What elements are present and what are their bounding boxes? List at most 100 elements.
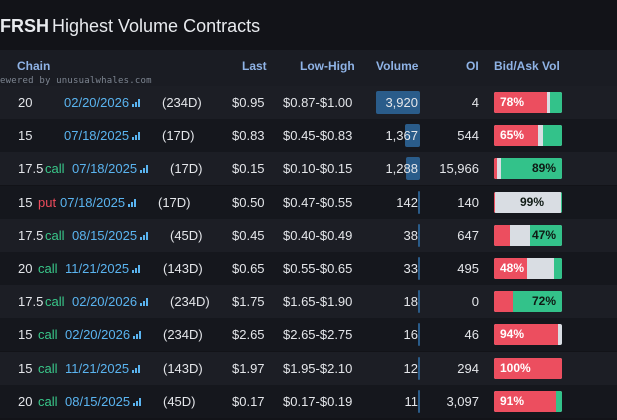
bar-chart-icon[interactable] bbox=[132, 98, 142, 107]
bar-chart-icon[interactable] bbox=[140, 164, 150, 174]
table-row[interactable]: 17.5 call 02/20/2026 (234D) $1.75 $1.65-$1.90… bbox=[0, 285, 617, 319]
bid-ask-percent: 94% bbox=[500, 327, 525, 342]
volume-bar bbox=[418, 257, 420, 280]
expiry-date[interactable]: 11/21/2025 bbox=[65, 261, 142, 276]
ask-segment bbox=[513, 291, 562, 313]
table-row[interactable]: 20 call 11/21/2025 (143D) $0.65 $0.55-$0.65 33… bbox=[0, 252, 617, 285]
table-row[interactable]: 17.5 call 07/18/2025 (17D) $0.15 $0.10-$0.15 1… bbox=[0, 152, 617, 186]
table-row[interactable]: 15 07/18/2025 (17D) $0.83 $0.45-$0.83 1,367 54… bbox=[0, 119, 617, 153]
expiry-text: 07/18/2025 bbox=[60, 194, 126, 210]
last-price: $0.15 bbox=[232, 161, 265, 177]
low-high-range: $0.87-$1.00 bbox=[283, 95, 353, 110]
expiry-text: 11/21/2025 bbox=[65, 261, 130, 276]
expiry-text: 08/15/2025 bbox=[72, 227, 138, 243]
expiry-date[interactable]: 02/20/2026 bbox=[65, 327, 143, 342]
ask-segment bbox=[530, 224, 562, 246]
table-row[interactable]: 17.5 call 08/15/2025 (45D) $0.45 $0.40-$0.49 3… bbox=[0, 218, 617, 252]
expiry-date[interactable]: 07/18/2025 bbox=[72, 161, 150, 176]
expiry-date[interactable]: 07/18/2025 bbox=[64, 128, 142, 143]
bid-ask-volume-bar: 48% bbox=[494, 258, 562, 279]
open-interest: 0 bbox=[471, 294, 479, 310]
bid-ask-volume-bar: 100% bbox=[494, 357, 562, 379]
strike-price: 17.5 bbox=[18, 227, 44, 243]
bar-chart-icon[interactable] bbox=[133, 330, 143, 340]
header-oi[interactable]: OI bbox=[466, 59, 479, 73]
volume-cell: 142 bbox=[374, 190, 420, 214]
bid-ask-percent: 89% bbox=[531, 161, 556, 176]
bid-segment bbox=[494, 224, 511, 246]
bid-ask-percent: 65% bbox=[500, 128, 525, 143]
bid-ask-percent: 78% bbox=[500, 95, 525, 109]
volume-bar bbox=[404, 124, 420, 148]
strike-price: 20 bbox=[18, 95, 33, 110]
header-chain[interactable]: Chain bbox=[17, 59, 51, 73]
table-row[interactable]: 15 put 07/18/2025 (17D) $0.50 $0.47-$0.55 142 1… bbox=[0, 185, 617, 219]
volume-value: 3,920 bbox=[385, 95, 418, 110]
volume-cell: 18 bbox=[374, 290, 420, 314]
last-price: $2.65 bbox=[232, 327, 265, 343]
volume-value: 11 bbox=[404, 393, 419, 409]
ask-segment bbox=[561, 191, 562, 213]
bid-ask-volume-bar: 78% bbox=[494, 92, 562, 113]
expiry-text: 02/20/2026 bbox=[65, 327, 131, 343]
volume-cell: 38 bbox=[374, 223, 420, 247]
volume-value: 12 bbox=[403, 360, 418, 376]
volume-bar bbox=[376, 91, 420, 114]
open-interest: 3,097 bbox=[446, 393, 479, 409]
bar-chart-icon[interactable] bbox=[132, 131, 142, 141]
open-interest: 294 bbox=[457, 360, 479, 376]
header-bid-ask-vol[interactable]: Bid/Ask Vol bbox=[494, 59, 560, 73]
option-type: put bbox=[38, 194, 57, 210]
page-title: Highest Volume Contracts bbox=[52, 16, 261, 36]
strike-price: 17.5 bbox=[18, 161, 44, 177]
bar-chart-icon[interactable] bbox=[128, 198, 138, 207]
table-row[interactable]: 20 call 08/15/2025 (45D) $0.17 $0.17-$0.19 11 3… bbox=[0, 384, 617, 418]
expiry-date[interactable]: 02/20/2026 bbox=[72, 294, 150, 309]
volume-value: 18 bbox=[403, 294, 418, 310]
title-bar: FRSH Highest Volume Contracts bbox=[0, 0, 617, 50]
volume-cell: 16 bbox=[374, 323, 420, 347]
volume-value: 1,288 bbox=[385, 161, 418, 177]
bar-chart-icon[interactable] bbox=[140, 231, 150, 240]
bar-chart-icon[interactable] bbox=[140, 297, 150, 307]
bid-ask-percent: 100% bbox=[500, 360, 531, 375]
expiry-text: 02/20/2026 bbox=[64, 95, 130, 110]
bar-chart-icon[interactable] bbox=[133, 397, 143, 406]
strike-price: 17.5 bbox=[18, 294, 44, 310]
volume-cell: 1,367 bbox=[374, 124, 420, 148]
low-high-range: $1.65-$1.90 bbox=[283, 294, 353, 310]
expiry-date[interactable]: 02/20/2026 bbox=[64, 95, 142, 110]
volume-value: 142 bbox=[396, 194, 418, 210]
expiry-text: 11/21/2025 bbox=[65, 360, 130, 376]
days-to-expiry: (17D) bbox=[170, 161, 203, 177]
open-interest: 140 bbox=[457, 194, 479, 210]
low-high-range: $0.10-$0.15 bbox=[283, 161, 353, 177]
bar-chart-icon[interactable] bbox=[132, 264, 142, 273]
header-volume[interactable]: Volume bbox=[376, 59, 419, 73]
option-type: call bbox=[38, 327, 58, 343]
open-interest: 15,966 bbox=[439, 161, 479, 177]
bid-ask-volume-bar: 89% bbox=[494, 158, 562, 180]
last-price: $0.83 bbox=[232, 128, 265, 144]
ask-segment bbox=[553, 258, 562, 279]
expiry-date[interactable]: 11/21/2025 bbox=[65, 361, 142, 376]
table-row[interactable]: 20 02/20/2026 (234D) $0.95 $0.87-$1.00 3,920 4… bbox=[0, 86, 617, 119]
ticker-symbol: FRSH bbox=[0, 16, 49, 36]
table-row[interactable]: 15 call 02/20/2026 (234D) $2.65 $2.65-$2.75 16… bbox=[0, 318, 617, 352]
open-interest: 495 bbox=[457, 261, 479, 276]
header-low-high[interactable]: Low-High bbox=[300, 59, 355, 73]
bar-chart-icon[interactable] bbox=[132, 364, 142, 373]
last-price: $0.95 bbox=[232, 95, 265, 110]
table-row[interactable]: 15 call 11/21/2025 (143D) $1.97 $1.95-$2.10 12… bbox=[0, 351, 617, 385]
header-last[interactable]: Last bbox=[242, 59, 267, 73]
expiry-text: 07/18/2025 bbox=[64, 128, 130, 144]
bid-ask-percent: 72% bbox=[531, 294, 556, 309]
volume-cell: 3,920 bbox=[374, 91, 420, 114]
expiry-date[interactable]: 08/15/2025 bbox=[65, 394, 143, 409]
strike-price: 15 bbox=[18, 128, 33, 144]
ask-segment bbox=[542, 125, 562, 147]
expiry-date[interactable]: 08/15/2025 bbox=[72, 228, 150, 243]
days-to-expiry: (234D) bbox=[170, 294, 210, 310]
strike-price: 15 bbox=[18, 194, 33, 210]
expiry-date[interactable]: 07/18/2025 bbox=[60, 195, 138, 210]
